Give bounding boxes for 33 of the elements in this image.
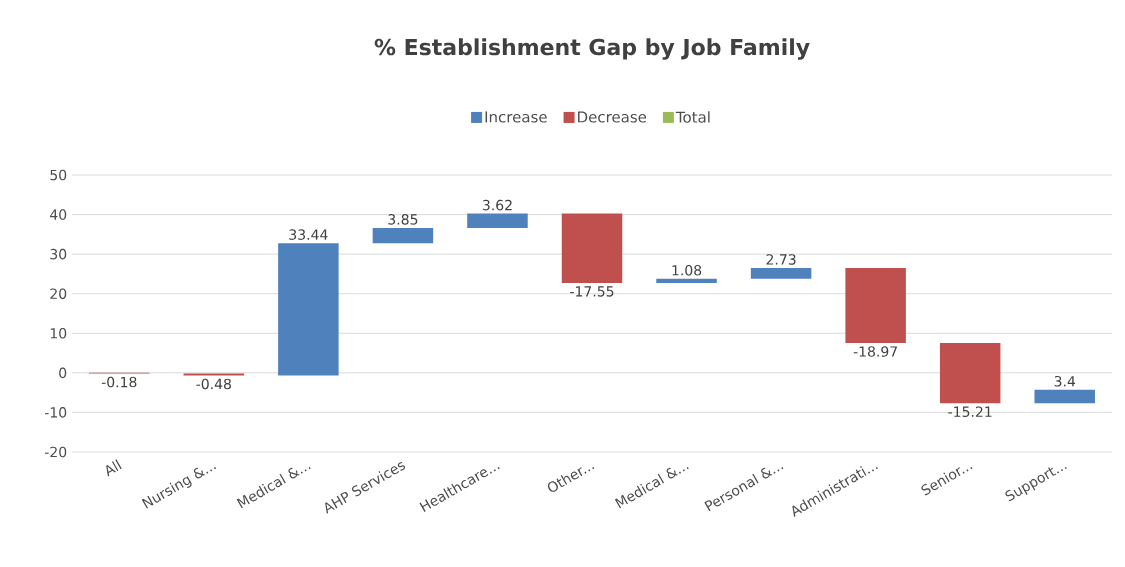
bar <box>467 213 528 228</box>
y-tick-label: 0 <box>59 367 67 379</box>
data-label: -0.48 <box>196 378 231 390</box>
data-label: -18.97 <box>853 346 897 357</box>
x-tick-label: All <box>106 459 122 477</box>
data-label: 3.62 <box>482 199 512 211</box>
bar <box>750 267 812 279</box>
bar <box>372 227 434 244</box>
data-label: -0.18 <box>101 376 137 388</box>
data-label: 2.73 <box>766 254 796 265</box>
bar <box>561 213 623 284</box>
bar <box>278 243 339 376</box>
bar <box>845 267 906 344</box>
data-label: -17.55 <box>570 286 614 297</box>
data-label: 3.4 <box>1054 375 1076 387</box>
data-label: -15.21 <box>948 406 992 417</box>
data-label: 1.08 <box>672 264 702 276</box>
chart-title: % Establishment Gap by Job Family <box>374 38 810 60</box>
y-tick-label: 40 <box>50 209 67 220</box>
bar <box>1034 389 1095 404</box>
bar <box>939 343 1001 404</box>
legend-label: Increase <box>485 111 547 123</box>
y-tick-label: 30 <box>50 248 67 260</box>
legend-label: Total <box>675 111 710 123</box>
data-label: 3.85 <box>388 214 418 225</box>
y-tick-label: 10 <box>50 327 67 339</box>
legend-label: Decrease <box>578 111 647 123</box>
bar <box>656 278 717 284</box>
y-tick-label: 50 <box>50 169 67 181</box>
y-tick-label: 20 <box>50 288 67 300</box>
y-tick-label: -10 <box>44 407 67 418</box>
data-label: 33.44 <box>289 229 328 240</box>
y-tick-label: -20 <box>44 446 67 458</box>
